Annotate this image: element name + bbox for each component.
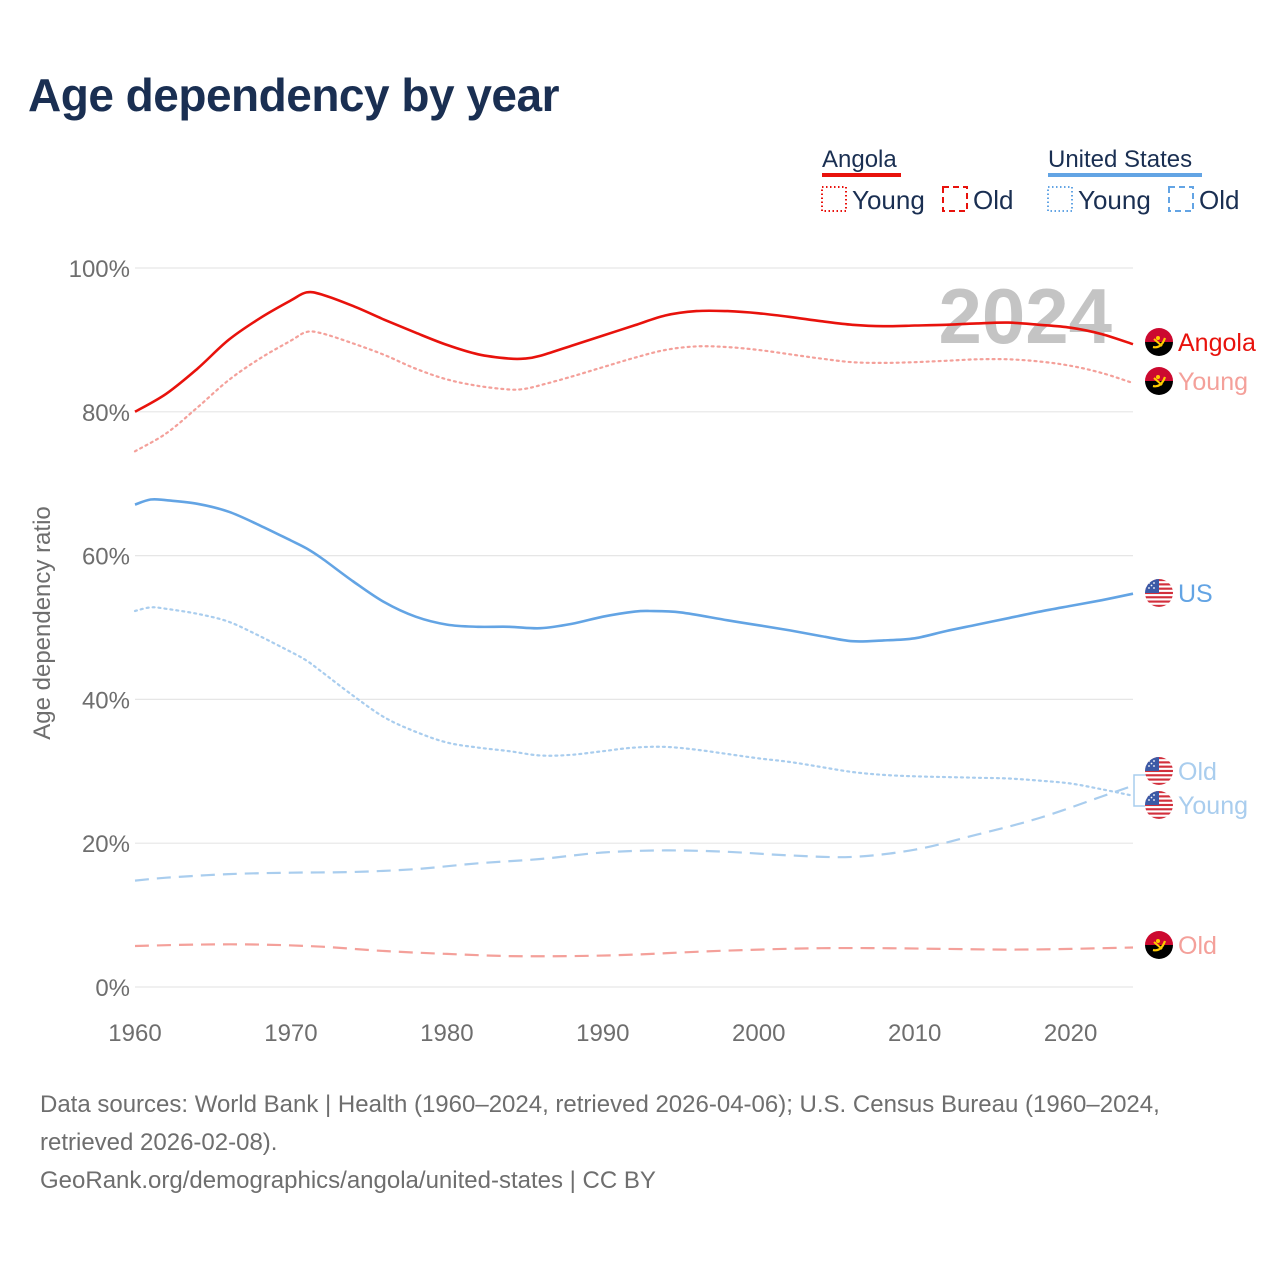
series-lines xyxy=(133,290,1135,958)
us-flag-icon xyxy=(1145,579,1173,607)
series-line-us-young[interactable] xyxy=(133,606,1135,797)
legend-angola-line xyxy=(822,173,901,177)
end-label-angola-young: Young xyxy=(1145,367,1248,396)
series-line-us[interactable] xyxy=(134,497,1134,643)
angola-flag-icon xyxy=(1145,367,1173,395)
legend[interactable]: Angola Young Old United States Young Old xyxy=(821,146,1239,215)
x-tick-label: 2010 xyxy=(888,1020,941,1047)
x-tick-label: 1980 xyxy=(420,1020,473,1047)
legend-dotted-swatch-icon xyxy=(1047,186,1073,212)
source-link[interactable]: GeoRank.org/demographics/angola/united-s… xyxy=(40,1167,656,1194)
end-label-angola-total: Angola xyxy=(1145,328,1256,357)
legend-dashed-swatch-icon xyxy=(1168,186,1194,212)
end-label-text: Young xyxy=(1178,792,1248,820)
chart-title: Age dependency by year xyxy=(28,69,559,121)
data-sources: Data sources: World Bank | Health (1960–… xyxy=(40,1091,1160,1156)
legend-us-line xyxy=(1048,173,1202,177)
legend-angola-young-label: Young xyxy=(852,185,925,215)
x-axis: 1960 1970 1980 1990 2000 2010 2020 xyxy=(108,1020,1097,1047)
year-overlay: 2024 xyxy=(938,272,1112,360)
y-axis: 0% 20% 40% 60% 80% 100% xyxy=(69,256,130,1002)
end-label-us-total: US xyxy=(1145,579,1213,608)
legend-dashed-swatch-icon xyxy=(942,186,968,212)
x-tick-label: 1970 xyxy=(264,1020,317,1047)
y-tick-label: 80% xyxy=(82,400,130,427)
end-label-us-old: Old xyxy=(1145,757,1217,786)
legend-group-united-states[interactable]: United States Young Old xyxy=(1047,146,1239,215)
y-tick-label: 100% xyxy=(69,256,130,283)
legend-us-young-label: Young xyxy=(1078,185,1151,215)
legend-group-us-label: United States xyxy=(1048,146,1192,173)
end-label-text: Angola xyxy=(1178,329,1256,357)
end-label-angola-old: Old xyxy=(1145,931,1217,960)
series-line-angola[interactable] xyxy=(134,290,1134,413)
footer: Data sources: World Bank | Health (1960–… xyxy=(40,1086,1250,1200)
legend-angola-old-label: Old xyxy=(973,185,1013,215)
series-line-angola-young[interactable] xyxy=(133,330,1135,453)
legend-us-old-label: Old xyxy=(1199,185,1239,215)
us-flag-icon xyxy=(1145,757,1173,785)
end-label-text: Old xyxy=(1178,758,1217,786)
x-tick-label: 2020 xyxy=(1044,1020,1097,1047)
y-tick-label: 60% xyxy=(82,544,130,571)
legend-dotted-swatch-icon xyxy=(821,186,847,212)
us-flag-icon xyxy=(1145,791,1173,819)
x-tick-label: 1960 xyxy=(108,1020,161,1047)
y-tick-label: 20% xyxy=(82,831,130,858)
label-connector-bracket xyxy=(1133,774,1146,807)
end-labels: Angola Young US Old Young Old xyxy=(1145,328,1256,960)
angola-flag-icon xyxy=(1145,328,1173,356)
end-label-text: Young xyxy=(1178,368,1248,396)
grid xyxy=(135,267,1133,988)
x-tick-label: 1990 xyxy=(576,1020,629,1047)
line-chart: Angola Young Old United States Young Old… xyxy=(29,146,1256,1047)
y-tick-label: 40% xyxy=(82,687,130,714)
end-label-text: US xyxy=(1178,580,1213,608)
end-label-text: Old xyxy=(1178,932,1217,960)
y-axis-label: Age dependency ratio xyxy=(29,506,56,740)
end-label-us-young: Young xyxy=(1145,791,1248,820)
legend-group-angola[interactable]: Angola Young Old xyxy=(821,146,1013,215)
legend-group-angola-label: Angola xyxy=(822,146,897,173)
y-tick-label: 0% xyxy=(95,975,130,1002)
series-line-us-old[interactable] xyxy=(134,784,1134,882)
angola-flag-icon xyxy=(1145,931,1173,959)
series-line-angola-old[interactable] xyxy=(134,943,1134,958)
x-tick-label: 2000 xyxy=(732,1020,785,1047)
